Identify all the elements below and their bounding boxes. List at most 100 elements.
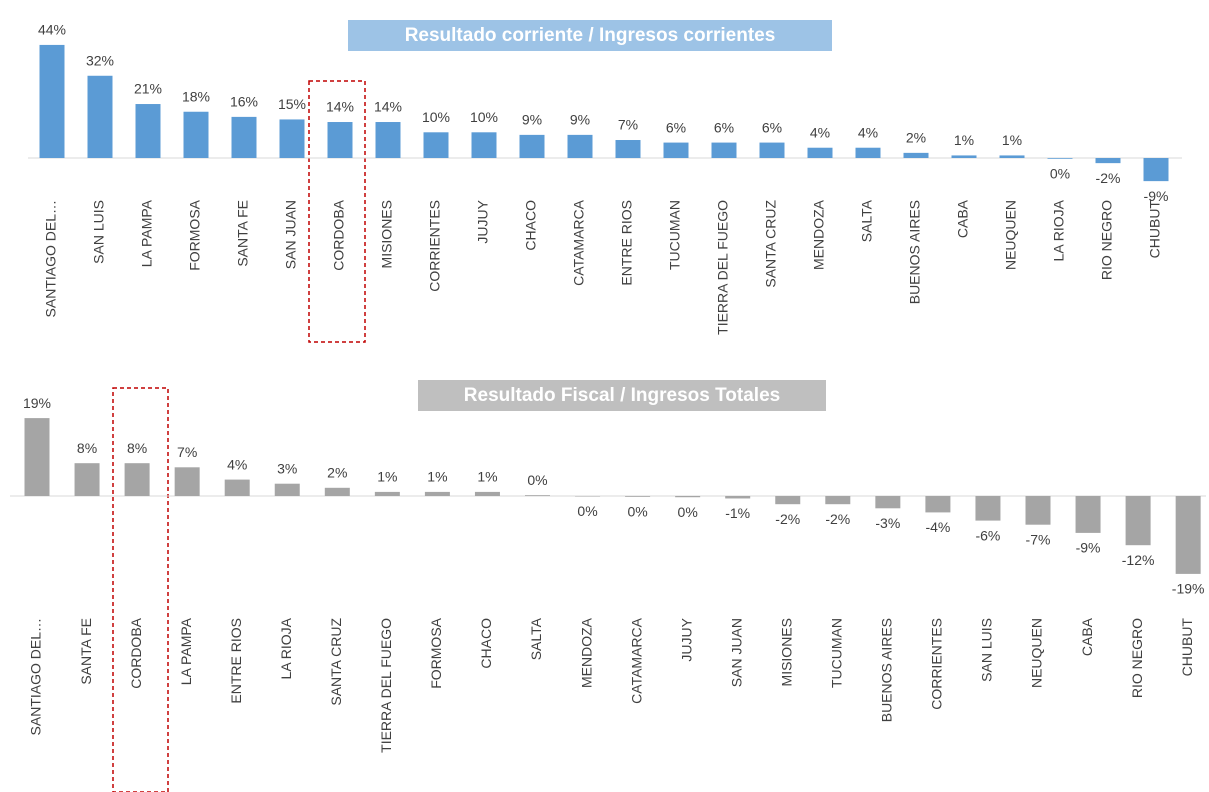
bar xyxy=(183,111,209,158)
bar xyxy=(375,122,401,158)
value-label: 18% xyxy=(182,88,210,104)
bar xyxy=(471,132,497,158)
value-label: -19% xyxy=(1172,581,1205,597)
bar xyxy=(24,418,50,496)
bar xyxy=(324,487,350,496)
value-label: 2% xyxy=(906,130,926,146)
value-label: 1% xyxy=(1002,132,1022,148)
title-box xyxy=(348,20,832,51)
bar xyxy=(274,483,300,496)
category-label: SANTA CRUZ xyxy=(763,200,779,288)
value-label: 10% xyxy=(422,109,450,125)
bar xyxy=(575,496,601,497)
category-label: FORMOSA xyxy=(187,199,203,270)
category-label: SAN LUIS xyxy=(979,618,995,682)
category-label: BUENOS AIRES xyxy=(907,200,923,304)
category-label: MISIONES xyxy=(379,200,395,268)
value-label: 19% xyxy=(23,395,51,411)
bar xyxy=(224,479,250,496)
bar xyxy=(519,134,545,158)
value-label: 0% xyxy=(1050,165,1070,181)
category-label: TIERRA DEL FUEGO xyxy=(715,200,731,335)
value-label: 6% xyxy=(714,119,734,135)
category-label: TUCUMAN xyxy=(667,200,683,270)
bar xyxy=(825,496,851,505)
category-label: CABA xyxy=(955,199,971,238)
value-label: 4% xyxy=(858,124,878,140)
bar xyxy=(1025,496,1051,525)
value-label: -1% xyxy=(725,505,750,521)
bar xyxy=(567,134,593,158)
bar xyxy=(87,75,113,158)
value-label: 32% xyxy=(86,52,114,68)
category-label: LA PAMPA xyxy=(178,617,194,685)
category-label: CHUBUT xyxy=(1147,200,1163,259)
bar xyxy=(663,142,689,158)
value-label: 15% xyxy=(278,96,306,112)
bar xyxy=(625,496,651,497)
category-label: CABA xyxy=(1079,617,1095,656)
bar xyxy=(1125,496,1151,546)
value-label: 0% xyxy=(678,504,698,520)
value-label: 4% xyxy=(810,124,830,140)
bar xyxy=(279,119,305,158)
value-label: 7% xyxy=(177,444,197,460)
category-label: CATAMARCA xyxy=(628,617,644,703)
bar xyxy=(423,132,449,158)
value-label: -12% xyxy=(1122,552,1155,568)
category-label: SALTA xyxy=(859,199,875,242)
value-label: 16% xyxy=(230,94,258,110)
bar xyxy=(525,495,550,496)
bar xyxy=(875,496,901,509)
category-label: SAN LUIS xyxy=(91,200,107,264)
category-label: SALTA xyxy=(528,617,544,660)
value-label: -2% xyxy=(825,511,850,527)
category-label: CHACO xyxy=(523,200,539,251)
bar xyxy=(855,147,881,158)
value-label: 0% xyxy=(627,504,647,520)
value-label: -3% xyxy=(875,515,900,531)
category-label: ENTRE RIOS xyxy=(228,618,244,704)
value-label: 14% xyxy=(374,99,402,115)
value-label: -9% xyxy=(1144,188,1169,204)
bar xyxy=(1047,158,1073,159)
bar xyxy=(135,104,161,158)
bar xyxy=(231,116,257,158)
bar xyxy=(474,491,500,496)
value-label: 8% xyxy=(127,440,147,456)
category-label: CHUBUT xyxy=(1179,618,1195,677)
value-label: 3% xyxy=(277,460,297,476)
chart-title: Resultado Fiscal / Ingresos Totales xyxy=(464,385,780,406)
category-label: SANTIAGO DEL… xyxy=(43,200,59,317)
bar xyxy=(327,122,353,158)
value-label: -6% xyxy=(975,527,1000,543)
value-label: 6% xyxy=(762,119,782,135)
bar xyxy=(1143,158,1169,182)
category-label: CORDOBA xyxy=(128,617,144,688)
value-label: 2% xyxy=(327,465,347,481)
category-label: SANTIAGO DEL… xyxy=(28,618,44,735)
value-label: 8% xyxy=(77,440,97,456)
highlight-box xyxy=(308,80,366,343)
category-label: MISIONES xyxy=(778,618,794,686)
category-label: LA RIOJA xyxy=(1051,199,1067,261)
bar xyxy=(1095,158,1121,164)
value-label: -4% xyxy=(925,519,950,535)
category-label: CORRIENTES xyxy=(427,200,443,292)
value-label: 4% xyxy=(227,456,247,472)
bar xyxy=(124,463,150,496)
title-box xyxy=(418,380,826,411)
value-label: 1% xyxy=(377,469,397,485)
category-label: CHACO xyxy=(478,618,494,669)
category-label: LA RIOJA xyxy=(278,617,294,679)
highlight-box xyxy=(112,387,169,792)
category-label: LA PAMPA xyxy=(139,199,155,267)
value-label: 6% xyxy=(666,119,686,135)
bar xyxy=(903,152,929,158)
category-label: TUCUMAN xyxy=(829,618,845,688)
bar xyxy=(775,496,801,505)
bar xyxy=(174,467,200,496)
category-label: SANTA FE xyxy=(78,618,94,685)
bar xyxy=(74,463,100,496)
